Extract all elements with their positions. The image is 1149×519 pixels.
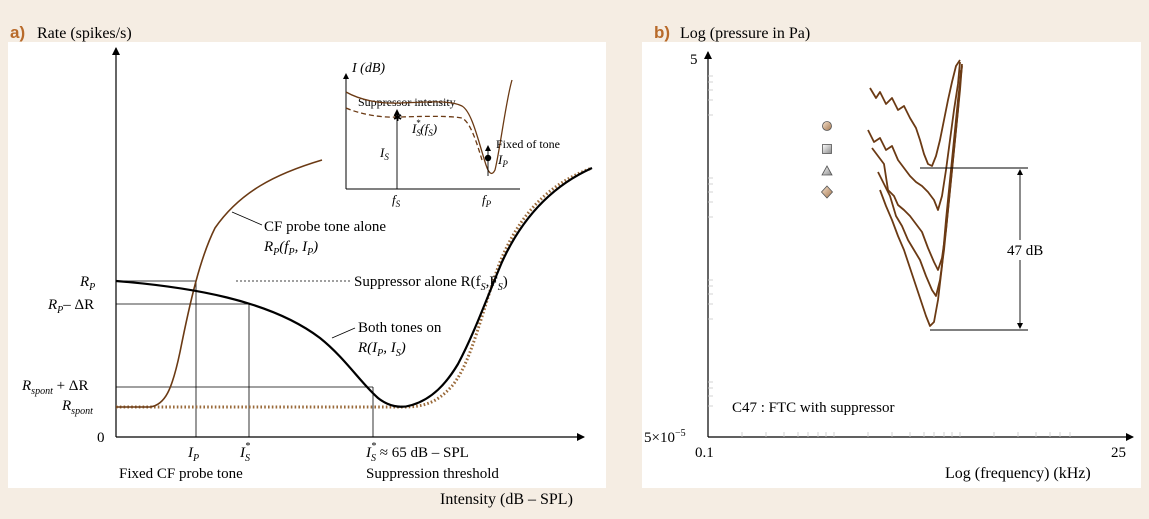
inset-is-star-label: IS*(fS) — [411, 118, 437, 138]
y-tick-zero: 0 — [97, 430, 105, 446]
panel-a-y-ticks: RP RP– ΔR Rspont + ΔR Rspont 0 — [21, 274, 105, 446]
ftc-curve-1 — [869, 59, 961, 167]
both-tones-line2: R(IP, IS) — [357, 340, 406, 359]
inset-ylabel: I (dB) — [351, 61, 385, 76]
x-note-fixed-cf-probe: Fixed CF probe tone — [119, 466, 243, 482]
panel-b-x-left-tick: 0.1 — [695, 445, 714, 461]
panel-a-xlabel: Intensity (dB – SPL) — [440, 491, 573, 508]
panel-b-ftc-curves — [867, 59, 963, 327]
panel-b-minor-ticks — [708, 75, 1071, 437]
x-tick-threshold: IS* ≈ 65 dB – SPL — [365, 441, 469, 464]
panel-a-guide-lines — [116, 280, 374, 437]
both-tones-curve — [115, 166, 593, 408]
y-tick-rspont-plus-dr: Rspont + ΔR — [21, 378, 88, 397]
ftc-curve-4 — [877, 63, 963, 297]
inset-is-label: IS — [379, 145, 389, 162]
panel-a-background — [8, 42, 606, 488]
panel-a-letter: a) — [10, 23, 25, 42]
legend-marker-diamond — [820, 185, 834, 199]
y-tick-rp: RP — [79, 274, 95, 293]
inset-fs-tick: fS — [392, 192, 401, 209]
panel-b-caption: C47 : FTC with suppressor — [732, 400, 895, 416]
x-note-suppression-threshold: Suppression threshold — [366, 466, 499, 482]
panel-b-y-bottom-tick: 5×10−5 — [644, 428, 686, 446]
panel-b-background — [642, 42, 1141, 488]
suppressor-alone-curve — [116, 166, 593, 409]
inset-suppressor-intensity: Suppressor intensity — [358, 95, 456, 109]
ftc-curve-2 — [867, 61, 961, 211]
suppressor-alone-annotation: Suppressor alone R(fS,FS) — [354, 274, 508, 293]
both-tones-line1: Both tones on — [358, 320, 442, 336]
cf-annotation-leader — [231, 211, 263, 226]
cf-annotation-line1: CF probe tone alone — [264, 219, 386, 235]
both-tones-leader — [331, 327, 356, 339]
legend-marker-triangle — [821, 165, 833, 176]
panel-b-legend-markers — [820, 121, 834, 199]
x-tick-ip: IP — [187, 445, 199, 464]
inset-ip-dot — [484, 154, 492, 162]
panel-b-span-indicator — [920, 167, 1028, 331]
panel-a-inset: I (dB) Suppressor intensity ✱ IS*(fS) IS… — [343, 61, 560, 209]
inset-dashed-curve — [345, 107, 483, 161]
inset-fp-tick: fP — [482, 192, 492, 209]
legend-marker-square — [822, 144, 832, 154]
ftc-curve-5 — [879, 65, 963, 327]
inset-ip-label: IP — [497, 152, 508, 169]
legend-marker-circle — [822, 121, 832, 131]
inset-solid-curve — [345, 79, 513, 175]
inset-fixed-tone: Fixed of tone — [496, 137, 560, 151]
panel-b-xlabel: Log (frequency) (kHz) — [945, 465, 1091, 482]
panel-a-ylabel: Rate (spikes/s) — [37, 25, 132, 42]
panel-b-x-right-tick: 25 — [1111, 445, 1126, 461]
panel-b-y-top-tick: 5 — [690, 52, 698, 68]
cf-annotation-line2: RP(fP, IP) — [263, 239, 318, 258]
panel-b-span-label: 47 dB — [1007, 243, 1043, 259]
x-tick-is-star: IS* — [239, 441, 250, 464]
y-tick-rspont: Rspont — [61, 398, 93, 417]
panel-a-x-ticks: IP IS* IS* ≈ 65 dB – SPL — [187, 441, 469, 464]
panel-b-letter: b) — [654, 23, 670, 42]
cf-probe-tone-curve — [116, 159, 323, 408]
inset-is-star-marker: ✱ — [393, 112, 402, 124]
panel-b-ylabel: Log (pressure in Pa) — [680, 25, 810, 42]
y-tick-rp-minus-dr: RP– ΔR — [47, 297, 94, 316]
